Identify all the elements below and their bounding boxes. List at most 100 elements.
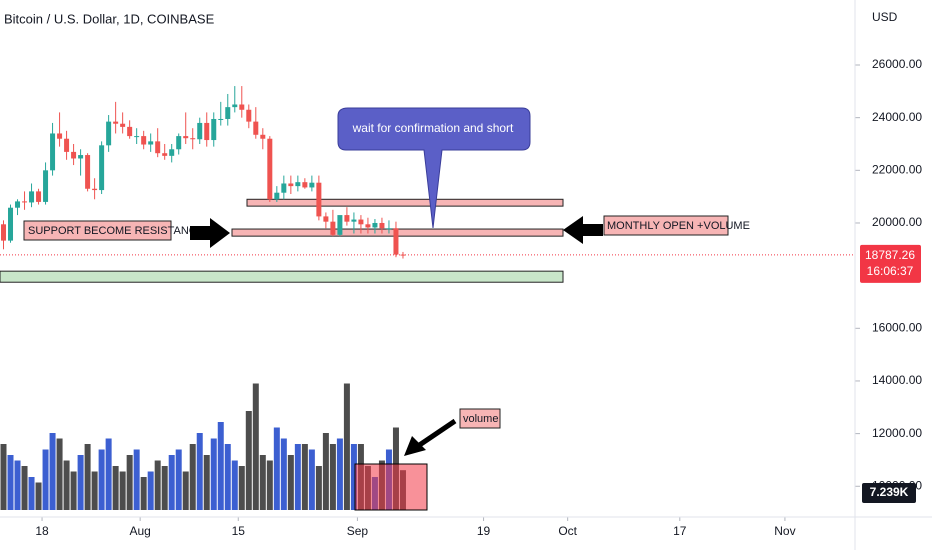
- highlight-box: [354, 463, 428, 511]
- x-tick-label: 19: [477, 524, 491, 538]
- volume-bar: [231, 460, 238, 510]
- volume-bar: [168, 455, 175, 510]
- arrow: [563, 216, 603, 244]
- volume-bar: [203, 455, 210, 510]
- volume-bar: [7, 455, 14, 510]
- volume-bar: [133, 449, 140, 510]
- note-text: volume: [463, 413, 498, 425]
- candle-body: [85, 155, 91, 189]
- candle-body: [50, 133, 56, 171]
- volume-bar: [238, 466, 245, 510]
- volume-bar: [49, 433, 56, 510]
- currency-label: USD: [872, 10, 898, 24]
- volume-bar: [217, 422, 224, 510]
- candle-body: [36, 191, 42, 202]
- volume-bar: [350, 444, 357, 510]
- candle-body: [134, 136, 140, 138]
- volume-bar: [28, 477, 35, 510]
- candle-body: [15, 201, 21, 208]
- candle-body: [162, 153, 168, 156]
- callout-bubble: [337, 107, 531, 229]
- candle-body: [218, 118, 224, 120]
- volume-bar: [63, 460, 70, 510]
- x-tick-label: Oct: [558, 524, 577, 538]
- y-tick-label: 14000.00: [872, 373, 922, 387]
- candle-body: [106, 121, 112, 146]
- arrow: [416, 418, 457, 449]
- candle-body: [120, 123, 126, 127]
- volume-bar: [105, 438, 112, 510]
- x-tick-label: 18: [35, 524, 49, 538]
- countdown: 16:06:37: [867, 264, 914, 278]
- candle-body: [169, 149, 175, 156]
- volume-bar: [189, 444, 196, 510]
- y-tick-label: 26000.00: [872, 57, 922, 71]
- callout-text: wait for confirmation and short: [352, 121, 514, 135]
- volume-bar: [175, 449, 182, 510]
- candle-body: [400, 254, 406, 256]
- volume-bar: [140, 477, 147, 510]
- arrow-head: [404, 436, 426, 456]
- volume-bar: [161, 466, 168, 510]
- candle-body: [29, 191, 35, 203]
- candle-body: [337, 215, 343, 235]
- candle-body: [309, 182, 315, 188]
- volume-bar: [112, 466, 119, 510]
- candle-body: [386, 228, 392, 230]
- y-tick-label: 22000.00: [872, 162, 922, 176]
- x-tick-label: 15: [232, 524, 246, 538]
- y-tick-label: 20000.00: [872, 215, 922, 229]
- candle-body: [232, 104, 238, 108]
- y-tick-label: 16000.00: [872, 320, 922, 334]
- volume-bar: [259, 455, 266, 510]
- volume-bar: [266, 460, 273, 510]
- note-text: SUPPORT BECOME RESISTANCE: [28, 225, 204, 237]
- candle-body: [99, 145, 105, 191]
- volume-bar: [308, 449, 315, 510]
- chart-title: Bitcoin / U.S. Dollar, 1D, COINBASE: [4, 11, 215, 26]
- candle-body: [358, 219, 364, 225]
- candle-body: [211, 118, 217, 141]
- volume-bar: [315, 466, 322, 510]
- candle-body: [92, 188, 98, 191]
- candle-body: [204, 122, 210, 141]
- candle-body: [365, 224, 371, 228]
- candle-body: [197, 122, 203, 140]
- y-tick-label: 12000.00: [872, 426, 922, 440]
- volume-bar: [329, 444, 336, 510]
- candle-body: [78, 155, 84, 159]
- note-box: [23, 220, 172, 241]
- candle-body: [295, 182, 301, 187]
- candle-body: [239, 104, 245, 110]
- candle-body: [57, 133, 63, 139]
- candle-body: [225, 107, 231, 119]
- volume-bar: [56, 438, 63, 510]
- zone: [246, 198, 564, 207]
- candle-body: [176, 136, 182, 150]
- candle-body: [148, 141, 154, 145]
- candle-body: [253, 121, 259, 135]
- candle-body: [330, 221, 336, 235]
- volume-bar: [280, 438, 287, 510]
- x-tick-label: Sep: [347, 524, 369, 538]
- candle-body: [43, 170, 49, 202]
- volume-bar: [119, 471, 126, 510]
- volume-bar: [77, 455, 84, 510]
- volume-bar: [210, 438, 217, 510]
- candle-body: [64, 138, 70, 152]
- volume-bar: [126, 455, 133, 510]
- price-label: 18787.26: [865, 248, 915, 262]
- candle-body: [274, 192, 280, 200]
- candle-body: [1, 224, 7, 241]
- candle-body: [8, 207, 14, 241]
- volume-bar: [245, 411, 252, 510]
- candle-body: [379, 222, 385, 229]
- candle-body: [141, 136, 147, 145]
- candle-body: [127, 126, 133, 137]
- price-label-bg: [860, 244, 921, 283]
- note-box: [459, 408, 501, 429]
- candle-body: [323, 216, 329, 222]
- volume-bar: [98, 449, 105, 510]
- candle-body: [246, 109, 252, 122]
